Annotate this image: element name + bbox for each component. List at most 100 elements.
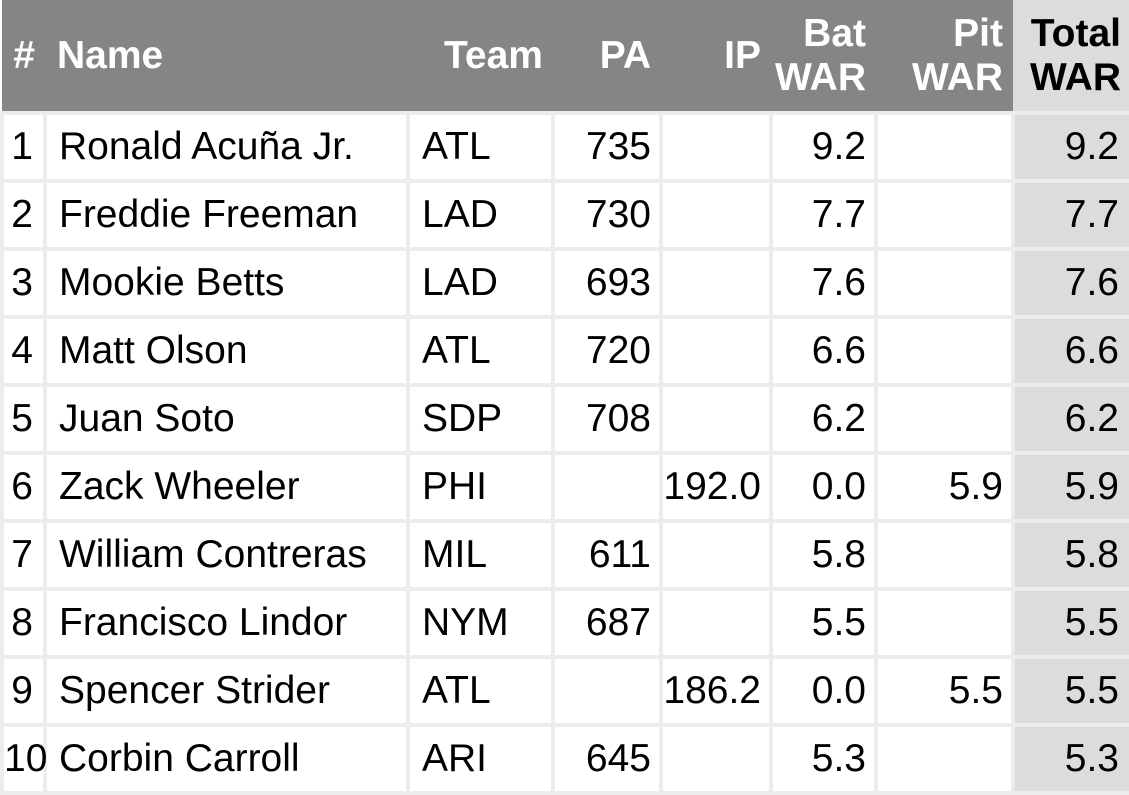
cell-player-name: Matt Olson (43, 315, 410, 387)
cell-pit-war (874, 723, 1015, 795)
cell-pa: 611 (551, 519, 663, 591)
cell-bat-war: 6.2 (769, 383, 878, 455)
cell-pit-war (874, 179, 1015, 251)
cell-pa (551, 655, 663, 727)
cell-rank: 8 (0, 587, 47, 659)
cell-bat-war: 6.6 (769, 315, 878, 387)
cell-rank: 10 (0, 723, 47, 795)
cell-ip (659, 723, 773, 795)
cell-team: MIL (406, 519, 555, 591)
cell-total-war: 5.5 (1011, 655, 1129, 727)
cell-total-war: 6.2 (1011, 383, 1129, 455)
cell-player-name: Francisco Lindor (43, 587, 410, 659)
column-header-pa[interactable]: PA (553, 0, 661, 113)
cell-pit-war (874, 519, 1015, 591)
cell-rank: 1 (0, 111, 47, 183)
column-header-name[interactable]: Name (45, 0, 408, 113)
cell-ip (659, 315, 773, 387)
cell-ip (659, 519, 773, 591)
cell-team: SDP (406, 383, 555, 455)
cell-pa (551, 451, 663, 523)
cell-player-name: Zack Wheeler (43, 451, 410, 523)
cell-pa: 730 (551, 179, 663, 251)
cell-team: NYM (406, 587, 555, 659)
cell-ip: 192.0 (659, 451, 773, 523)
cell-pit-war: 5.9 (874, 451, 1015, 523)
cell-bat-war: 0.0 (769, 655, 878, 727)
cell-pa: 687 (551, 587, 663, 659)
cell-pit-war: 5.5 (874, 655, 1015, 727)
table-row: 8 Francisco Lindor NYM 687 5.5 5.5 (0, 587, 1129, 659)
cell-total-war: 7.7 (1011, 179, 1129, 251)
table-row: 10 Corbin Carroll ARI 645 5.3 5.3 (0, 723, 1129, 795)
cell-pa: 708 (551, 383, 663, 455)
cell-rank: 6 (0, 451, 47, 523)
cell-player-name: Corbin Carroll (43, 723, 410, 795)
cell-bat-war: 5.8 (769, 519, 878, 591)
column-header-pit-war[interactable]: Pit WAR (876, 0, 1013, 113)
cell-team: ATL (406, 315, 555, 387)
cell-ip (659, 179, 773, 251)
cell-pit-war (874, 587, 1015, 659)
cell-pa: 735 (551, 111, 663, 183)
table-row: 6 Zack Wheeler PHI 192.0 0.0 5.9 5.9 (0, 451, 1129, 523)
cell-total-war: 5.3 (1011, 723, 1129, 795)
cell-team: ATL (406, 655, 555, 727)
cell-total-war: 6.6 (1011, 315, 1129, 387)
table-row: 1 Ronald Acuña Jr. ATL 735 9.2 9.2 (0, 111, 1129, 183)
cell-team: ATL (406, 111, 555, 183)
cell-bat-war: 5.5 (769, 587, 878, 659)
cell-total-war: 5.5 (1011, 587, 1129, 659)
cell-bat-war: 5.3 (769, 723, 878, 795)
cell-ip: 186.2 (659, 655, 773, 727)
table-row: 9 Spencer Strider ATL 186.2 0.0 5.5 5.5 (0, 655, 1129, 727)
table-row: 7 William Contreras MIL 611 5.8 5.8 (0, 519, 1129, 591)
cell-player-name: Mookie Betts (43, 247, 410, 319)
cell-player-name: Freddie Freeman (43, 179, 410, 251)
cell-pit-war (874, 383, 1015, 455)
cell-pit-war (874, 247, 1015, 319)
cell-ip (659, 111, 773, 183)
table-row: 3 Mookie Betts LAD 693 7.6 7.6 (0, 247, 1129, 319)
cell-team: ARI (406, 723, 555, 795)
cell-bat-war: 7.7 (769, 179, 878, 251)
column-header-bat-war[interactable]: Bat WAR (771, 0, 876, 113)
table-row: 2 Freddie Freeman LAD 730 7.7 7.7 (0, 179, 1129, 251)
cell-pa: 720 (551, 315, 663, 387)
cell-ip (659, 383, 773, 455)
cell-bat-war: 7.6 (769, 247, 878, 319)
cell-rank: 3 (0, 247, 47, 319)
column-header-team[interactable]: Team (408, 0, 553, 113)
cell-player-name: Ronald Acuña Jr. (43, 111, 410, 183)
column-header-ip[interactable]: IP (661, 0, 771, 113)
cell-total-war: 9.2 (1011, 111, 1129, 183)
cell-team: LAD (406, 179, 555, 251)
cell-rank: 7 (0, 519, 47, 591)
cell-bat-war: 9.2 (769, 111, 878, 183)
cell-ip (659, 247, 773, 319)
cell-rank: 4 (0, 315, 47, 387)
header-row: # Name Team PA IP Bat WAR Pit WAR Total … (2, 0, 1129, 113)
cell-bat-war: 0.0 (769, 451, 878, 523)
table-row: 4 Matt Olson ATL 720 6.6 6.6 (0, 315, 1129, 387)
cell-player-name: Spencer Strider (43, 655, 410, 727)
column-header-total-war[interactable]: Total WAR (1013, 0, 1129, 113)
cell-team: PHI (406, 451, 555, 523)
table-row: 5 Juan Soto SDP 708 6.2 6.2 (0, 383, 1129, 455)
cell-ip (659, 587, 773, 659)
cell-player-name: Juan Soto (43, 383, 410, 455)
column-header-number[interactable]: # (2, 0, 45, 113)
cell-rank: 2 (0, 179, 47, 251)
cell-pa: 693 (551, 247, 663, 319)
cell-rank: 9 (0, 655, 47, 727)
cell-player-name: William Contreras (43, 519, 410, 591)
cell-total-war: 7.6 (1011, 247, 1129, 319)
cell-pit-war (874, 111, 1015, 183)
cell-team: LAD (406, 247, 555, 319)
table-body: 1 Ronald Acuña Jr. ATL 735 9.2 9.2 2 Fre… (0, 111, 1129, 795)
cell-rank: 5 (0, 383, 47, 455)
cell-pit-war (874, 315, 1015, 387)
cell-total-war: 5.8 (1011, 519, 1129, 591)
